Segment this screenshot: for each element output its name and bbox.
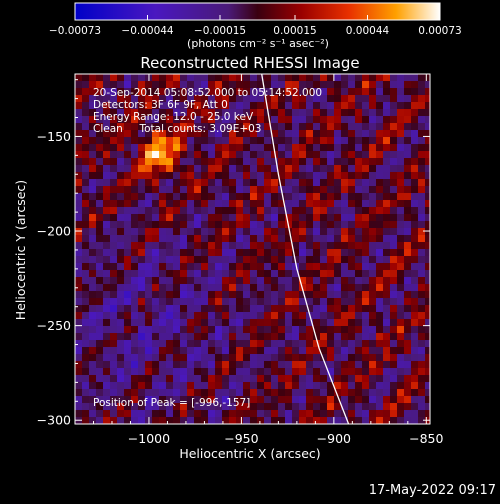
colorbar-tick-label: −0.00073 xyxy=(49,25,101,37)
y-axis-label: Heliocentric Y (arcsec) xyxy=(13,180,28,320)
colorbar-tick-label: 0.00044 xyxy=(346,25,390,37)
colorbar xyxy=(74,2,441,21)
y-tick-label: −250 xyxy=(37,318,71,333)
heatmap-image xyxy=(75,74,430,424)
annotation-energy-range: Energy Range: 12.0 - 25.0 keV xyxy=(93,111,254,123)
x-tick-label: −1000 xyxy=(128,431,170,446)
heatmap-cells xyxy=(75,74,430,424)
y-tick-label: −300 xyxy=(37,413,71,428)
colorbar-ticks: −0.00073 −0.00044 −0.00015 0.00015 0.00044 0.… xyxy=(49,15,462,37)
y-tick-label: −150 xyxy=(37,129,71,144)
footer-timestamp: 17-May-2022 09:17 xyxy=(369,483,496,498)
solar-limb-curve xyxy=(261,74,350,424)
x-tick-label: −950 xyxy=(224,431,258,446)
chart-title: Reconstructed RHESSI Image xyxy=(140,54,359,72)
colorbar-tick-label: −0.00015 xyxy=(194,25,246,37)
colorbar-unit-label: (photons cm⁻² s⁻¹ asec⁻²) xyxy=(187,37,329,50)
plot-frame xyxy=(74,73,431,425)
colorbar-tick-label: 0.00015 xyxy=(273,25,316,37)
colorbar-tick-label: −0.00044 xyxy=(121,25,174,37)
colorbar-tick-label: 0.00073 xyxy=(418,25,461,37)
annotation-detectors: Detectors: 3F 6F 9F, Att 0 xyxy=(93,99,228,111)
y-tick-label: −200 xyxy=(37,224,71,239)
x-axis-label: Heliocentric X (arcsec) xyxy=(179,446,320,461)
annotation-clean-counts: Clean Total counts: 3.09E+03 xyxy=(93,123,262,135)
x-tick-label: −850 xyxy=(409,431,443,446)
annotation-time-range: 20-Sep-2014 05:08:52.000 to 05:14:52.000 xyxy=(93,87,322,99)
x-tick-label: −900 xyxy=(317,431,351,446)
axis-ticks: −1000 −950 −900 −850 −150 −200 −250 −300 xyxy=(37,74,444,446)
annotation-peak-position: Position of Peak = [-996,-157] xyxy=(93,397,250,409)
